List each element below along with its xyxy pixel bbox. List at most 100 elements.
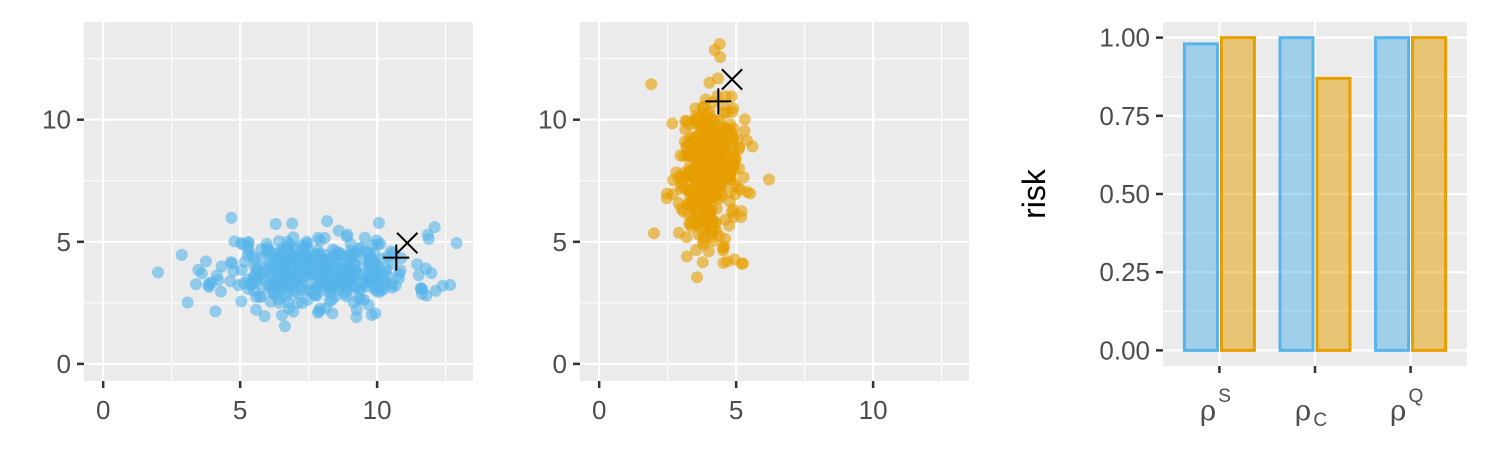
scatter-panel-orange: 0 5 10 0 5 10 bbox=[538, 22, 969, 425]
data-point bbox=[358, 245, 371, 258]
data-point bbox=[721, 255, 734, 268]
data-point bbox=[735, 257, 748, 270]
data-point bbox=[713, 37, 726, 50]
x-tick-label: 0 bbox=[96, 395, 110, 425]
data-point bbox=[287, 231, 300, 244]
data-point bbox=[734, 183, 747, 196]
data-point bbox=[744, 187, 757, 200]
data-point bbox=[719, 232, 732, 245]
data-point bbox=[394, 264, 407, 277]
y-tick-label: 0.25 bbox=[1099, 257, 1150, 287]
data-point bbox=[666, 117, 679, 130]
data-point bbox=[389, 279, 402, 292]
data-point bbox=[691, 271, 704, 284]
data-point bbox=[332, 224, 345, 237]
data-point bbox=[412, 269, 425, 282]
cross-marker bbox=[721, 68, 743, 91]
y-tick-label: 5 bbox=[57, 227, 71, 257]
data-point bbox=[724, 118, 737, 131]
data-point bbox=[428, 221, 441, 234]
data-point bbox=[719, 90, 732, 103]
data-point bbox=[733, 141, 746, 154]
cross-marker bbox=[396, 232, 419, 254]
data-point bbox=[369, 273, 382, 286]
data-point bbox=[680, 140, 693, 153]
data-point bbox=[717, 106, 730, 119]
data-point bbox=[380, 265, 393, 278]
data-point bbox=[411, 258, 424, 271]
data-point bbox=[737, 171, 750, 184]
data-point bbox=[292, 265, 305, 278]
data-point bbox=[647, 227, 660, 240]
y-axis-title: risk bbox=[1016, 168, 1052, 219]
data-point bbox=[269, 273, 282, 286]
data-point bbox=[696, 256, 709, 269]
data-point bbox=[674, 149, 687, 162]
data-point bbox=[175, 248, 188, 261]
data-point bbox=[703, 76, 716, 89]
data-point bbox=[420, 289, 433, 302]
data-point bbox=[287, 305, 300, 318]
data-point bbox=[689, 102, 702, 115]
data-point bbox=[310, 250, 323, 263]
data-point bbox=[247, 271, 260, 284]
data-point bbox=[209, 305, 222, 318]
data-point bbox=[692, 228, 705, 241]
scatter-panel-blue: 0 5 10 0 5 10 bbox=[42, 22, 473, 425]
data-point bbox=[151, 266, 164, 279]
data-point bbox=[347, 296, 360, 309]
data-point bbox=[370, 234, 383, 247]
data-point bbox=[697, 172, 710, 185]
data-point bbox=[690, 244, 703, 257]
data-point bbox=[311, 306, 324, 319]
data-point bbox=[645, 78, 658, 91]
data-point bbox=[712, 177, 725, 190]
data-point bbox=[214, 285, 227, 298]
data-point bbox=[367, 259, 380, 272]
data-point bbox=[720, 158, 733, 171]
y-tick-label: 0.50 bbox=[1099, 179, 1150, 209]
data-point bbox=[350, 280, 363, 293]
data-point bbox=[334, 257, 347, 270]
data-point bbox=[673, 226, 686, 239]
data-point bbox=[687, 194, 700, 207]
data-point bbox=[241, 241, 254, 254]
data-point bbox=[358, 231, 371, 244]
data-point bbox=[696, 186, 709, 199]
x-tick-label: 10 bbox=[859, 395, 888, 425]
data-point bbox=[314, 265, 327, 278]
data-point bbox=[343, 252, 356, 265]
x-tick-label: 0 bbox=[592, 395, 606, 425]
y-tick-label: 10 bbox=[538, 105, 567, 135]
y-tick-label: 0.00 bbox=[1099, 335, 1150, 365]
plot-background bbox=[84, 22, 473, 381]
data-point bbox=[235, 295, 248, 308]
data-point bbox=[258, 266, 271, 279]
data-point bbox=[327, 267, 340, 280]
y-tick-label: 5 bbox=[553, 227, 567, 257]
data-point bbox=[269, 217, 282, 230]
data-point bbox=[735, 205, 748, 218]
data-point bbox=[227, 265, 240, 278]
data-point bbox=[324, 276, 337, 289]
data-point bbox=[689, 217, 702, 230]
data-point bbox=[688, 165, 701, 178]
data-point bbox=[660, 192, 673, 205]
data-point bbox=[202, 279, 215, 292]
data-point bbox=[195, 267, 208, 280]
y-tick-label: 1.00 bbox=[1099, 23, 1150, 53]
data-point bbox=[189, 278, 202, 291]
data-point bbox=[199, 255, 212, 268]
data-point bbox=[286, 217, 299, 230]
data-point bbox=[707, 189, 720, 202]
data-point bbox=[710, 164, 723, 177]
data-point bbox=[339, 276, 352, 289]
y-tick-label: 0 bbox=[57, 349, 71, 379]
data-point bbox=[350, 311, 363, 324]
data-point bbox=[224, 275, 237, 288]
data-point bbox=[181, 296, 194, 309]
data-point bbox=[422, 232, 435, 245]
bar bbox=[1182, 42, 1219, 352]
